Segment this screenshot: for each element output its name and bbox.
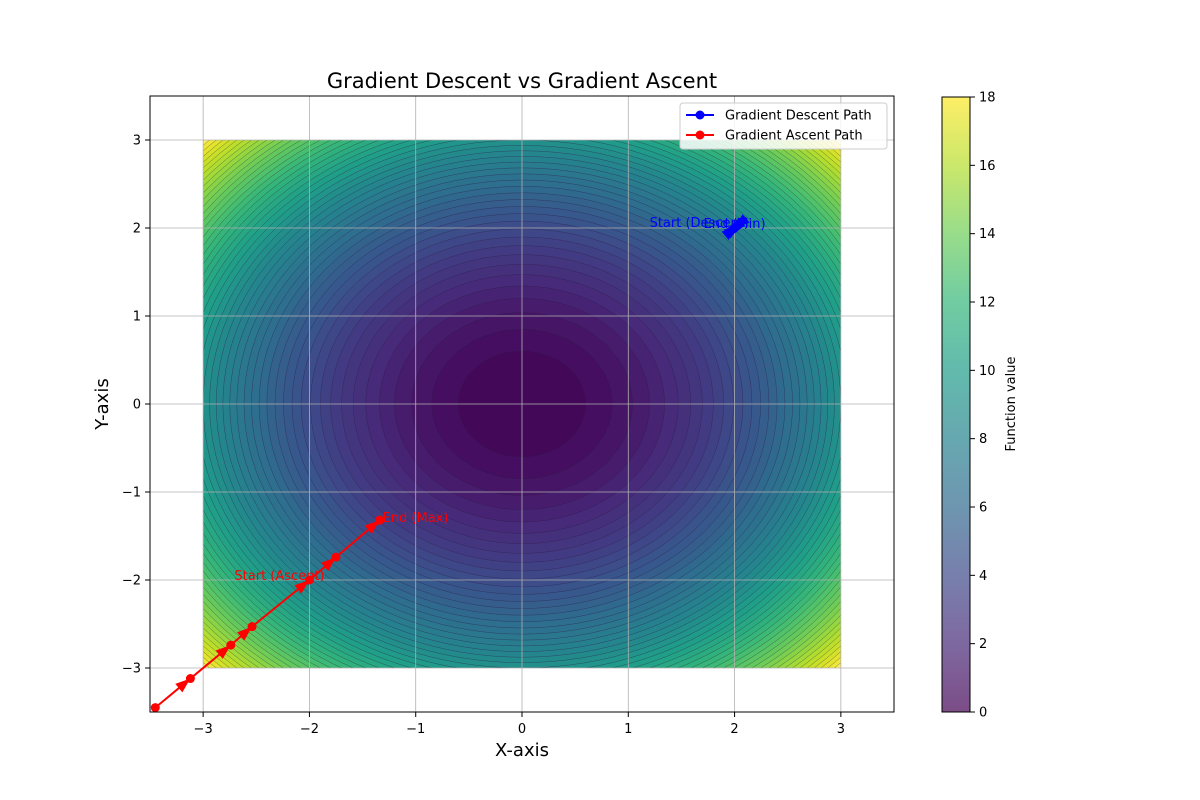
y-tick-label: −2 (122, 574, 141, 589)
legend-ascent-marker (695, 130, 705, 140)
ascent-arrow (294, 580, 310, 594)
colorbar-tick-label: 2 (979, 637, 987, 652)
colorbar-frame (941, 96, 971, 713)
ascent-arrow (215, 645, 231, 659)
colorbar-tick-label: 8 (979, 432, 987, 447)
y-tick-label: 2 (133, 222, 141, 237)
colorbar-tick-label: 0 (979, 706, 987, 721)
x-axis-title: X-axis (495, 740, 549, 761)
descent-arrow (721, 226, 737, 241)
chart-title: Gradient Descent vs Gradient Ascent (327, 69, 717, 93)
annotations: Start (Descent)End (Min) Start (Ascent) En… (234, 216, 765, 584)
x-tick-label: 1 (624, 722, 632, 737)
x-tick-label: 2 (730, 722, 738, 737)
ascent-arrow (175, 678, 191, 693)
legend-descent-marker (695, 110, 705, 120)
legend: Gradient Descent Path Gradient Ascent Pa… (679, 102, 888, 150)
x-tick-label: −2 (300, 722, 319, 737)
x-tick-label: −3 (194, 722, 213, 737)
colorbar-label: Function value (1004, 357, 1019, 452)
gradient-paths (150, 214, 750, 712)
colorbar-gradient (942, 97, 970, 712)
colorbar-tick-label: 4 (979, 569, 987, 584)
x-tick-label: 3 (837, 722, 845, 737)
colorbar-tick-label: 12 (979, 296, 996, 311)
y-tick-label: 3 (133, 134, 141, 149)
x-tick-label: −1 (406, 722, 425, 737)
colorbar: 0 2 4 6 8 10 12 14 16 18 Function value (941, 91, 1019, 721)
annotation-label: Start (Ascent) (234, 569, 324, 584)
grid-lines (150, 96, 894, 712)
colorbar-tick-label: 16 (979, 159, 996, 174)
legend-descent-label: Gradient Descent Path (725, 109, 872, 124)
y-tick-label: −3 (122, 662, 141, 677)
ascent-arrow (364, 520, 380, 535)
y-tick-label: 0 (133, 398, 141, 413)
x-axis-ticks: −3 −2 −1 0 1 2 3 (194, 712, 845, 737)
y-axis-title: Y-axis (92, 378, 113, 430)
colorbar-tick-label: 18 (979, 91, 996, 106)
legend-ascent-label: Gradient Ascent Path (725, 129, 863, 144)
ascent-arrow (237, 626, 253, 641)
y-tick-label: −1 (122, 486, 141, 501)
y-tick-label: 1 (133, 310, 141, 325)
legend-box (679, 102, 888, 150)
y-axis-ticks: −3 −2 −1 0 1 2 3 (122, 134, 150, 677)
colorbar-tick-label: 10 (979, 364, 996, 379)
annotation-label: End (Min) (704, 217, 766, 232)
annotation-label: Start (Descent) (650, 216, 749, 231)
ascent-arrow (321, 557, 336, 572)
colorbar-tick-label: 6 (979, 501, 987, 516)
ascent-path-point (150, 703, 160, 712)
colorbar-tick-label: 14 (979, 227, 996, 242)
annotation-label: End (Max) (383, 511, 449, 526)
colorbar-ticks: 0 2 4 6 8 10 12 14 16 18 (970, 91, 996, 721)
x-tick-label: 0 (518, 722, 526, 737)
